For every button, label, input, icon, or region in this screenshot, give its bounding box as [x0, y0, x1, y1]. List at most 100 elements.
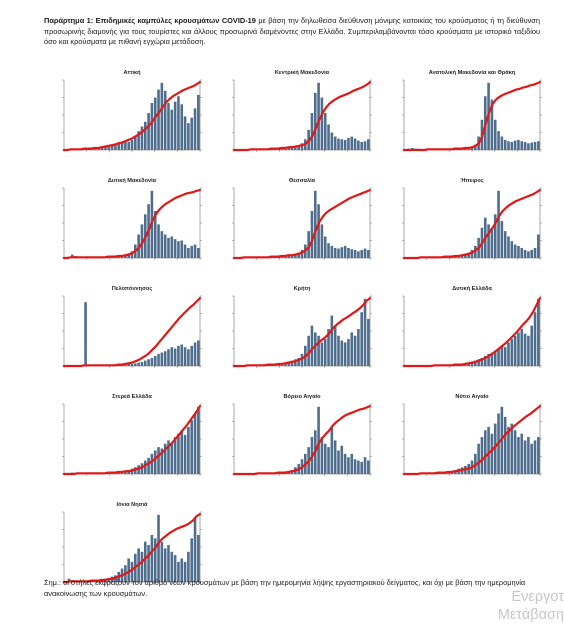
daily-cases-bar: [510, 423, 514, 474]
daily-cases-bar: [367, 460, 370, 474]
daily-cases-bar: [330, 426, 334, 474]
daily-cases-bar: [323, 236, 327, 258]
daily-cases-bar: [513, 244, 517, 258]
daily-cases-bar: [157, 447, 160, 474]
daily-cases-bar: [487, 426, 490, 474]
daily-cases-bar: [193, 342, 197, 366]
daily-cases-bar: [300, 143, 304, 150]
daily-cases-bar: [150, 357, 154, 366]
daily-cases-bar: [350, 249, 354, 258]
cumulative-cases-line: [62, 188, 202, 260]
chart-title: Ιόνια Νησιά: [116, 502, 148, 508]
daily-cases-bar: [487, 224, 490, 258]
daily-cases-bar: [127, 141, 130, 150]
daily-cases-bar: [360, 141, 363, 150]
daily-cases-bar: [193, 108, 197, 150]
daily-cases-bar: [157, 89, 160, 150]
daily-cases-bar: [120, 141, 124, 150]
daily-cases-bar: [367, 249, 370, 258]
chart-title: Ανατολική Μακεδονία και Θράκη: [428, 70, 516, 76]
daily-cases-bar: [517, 139, 520, 150]
chart-plot: [62, 79, 202, 152]
daily-cases-bar: [507, 426, 510, 474]
daily-cases-bar: [533, 440, 537, 474]
daily-cases-bar: [537, 141, 540, 150]
cumulative-cases-line: [62, 404, 202, 476]
daily-cases-bar: [317, 82, 320, 150]
daily-cases-bar: [124, 140, 127, 150]
daily-cases-bar: [130, 561, 134, 582]
daily-cases-bar: [173, 348, 177, 366]
daily-cases-bar: [363, 248, 367, 258]
chart-plot: [62, 295, 202, 368]
daily-cases-bar: [190, 345, 193, 366]
daily-cases-bar: [183, 116, 187, 150]
daily-cases-bar: [347, 339, 350, 366]
daily-cases-bar: [490, 99, 494, 150]
daily-cases-bar: [190, 117, 193, 150]
daily-cases-bar: [167, 237, 170, 258]
daily-cases-bar: [180, 240, 184, 258]
daily-cases-bar: [307, 231, 310, 258]
region-chart: Κεντρική Μακεδονία: [222, 70, 382, 168]
daily-cases-bar: [160, 82, 164, 150]
daily-cases-bar: [140, 463, 144, 474]
daily-cases-bar: [493, 214, 497, 258]
daily-cases-bar: [497, 349, 500, 366]
chart-title: Βόρειο Αιγαίο: [283, 394, 321, 400]
daily-cases-bar: [140, 126, 144, 150]
daily-cases-bar: [507, 342, 510, 366]
chart-title: Στερεά Ελλάδα: [112, 394, 152, 400]
daily-cases-bar: [343, 453, 347, 474]
daily-cases-bar: [173, 555, 177, 582]
daily-cases-bar: [130, 251, 134, 258]
daily-cases-bar: [323, 339, 327, 366]
daily-cases-bar: [177, 96, 180, 150]
daily-cases-bar: [117, 256, 121, 258]
daily-cases-bar: [310, 210, 314, 258]
daily-cases-bar: [490, 352, 494, 366]
daily-cases-bar: [147, 457, 150, 474]
chart-plot: [402, 187, 542, 260]
daily-cases-bar: [343, 139, 347, 150]
footnote: Σημ.: οι στήλες εκφράζουν τον αριθμό νέω…: [44, 578, 526, 598]
daily-cases-bar: [183, 347, 187, 366]
daily-cases-bar: [513, 430, 517, 474]
daily-cases-bar: [317, 406, 320, 474]
daily-cases-bar: [287, 361, 291, 366]
region-chart: Κρήτη: [222, 286, 382, 384]
daily-cases-bar: [347, 137, 350, 150]
daily-cases-bar: [360, 312, 363, 366]
chart-title: Δυτική Μακεδονία: [107, 178, 157, 184]
daily-cases-bar: [330, 245, 334, 258]
daily-cases-bar: [284, 362, 287, 366]
daily-cases-bar: [517, 245, 520, 258]
daily-cases-bar: [317, 335, 320, 366]
daily-cases-bar: [323, 113, 327, 150]
daily-cases-bar: [153, 210, 157, 258]
daily-cases-bar: [114, 144, 117, 150]
daily-cases-bar: [134, 467, 137, 474]
daily-cases-bar: [490, 227, 494, 258]
daily-cases-bar: [197, 340, 200, 366]
daily-cases-bar: [183, 435, 187, 474]
chart-plot: [402, 295, 542, 368]
chart-title: Νότιο Αιγαίο: [455, 394, 489, 400]
daily-cases-bar: [163, 234, 167, 258]
daily-cases-bar: [523, 249, 527, 258]
daily-cases-bar: [197, 406, 200, 474]
daily-cases-bar: [187, 349, 190, 366]
daily-cases-bar: [173, 437, 177, 474]
daily-cases-bar: [140, 361, 144, 366]
daily-cases-bar: [290, 360, 294, 366]
daily-cases-bar: [350, 332, 354, 366]
daily-cases-bar: [310, 325, 314, 366]
daily-cases-bar: [320, 97, 324, 150]
daily-cases-bar: [523, 333, 527, 366]
daily-cases-bar: [337, 248, 340, 258]
daily-cases-bar: [190, 420, 193, 474]
daily-cases-bar: [140, 551, 144, 582]
epidemic-curves-grid: Αττική Κεντρική Μακεδονία Ανατολική Μακεδο…: [52, 70, 556, 584]
daily-cases-bar: [163, 351, 167, 366]
region-chart: Ανατολική Μακεδονία και Θράκη: [392, 70, 552, 168]
